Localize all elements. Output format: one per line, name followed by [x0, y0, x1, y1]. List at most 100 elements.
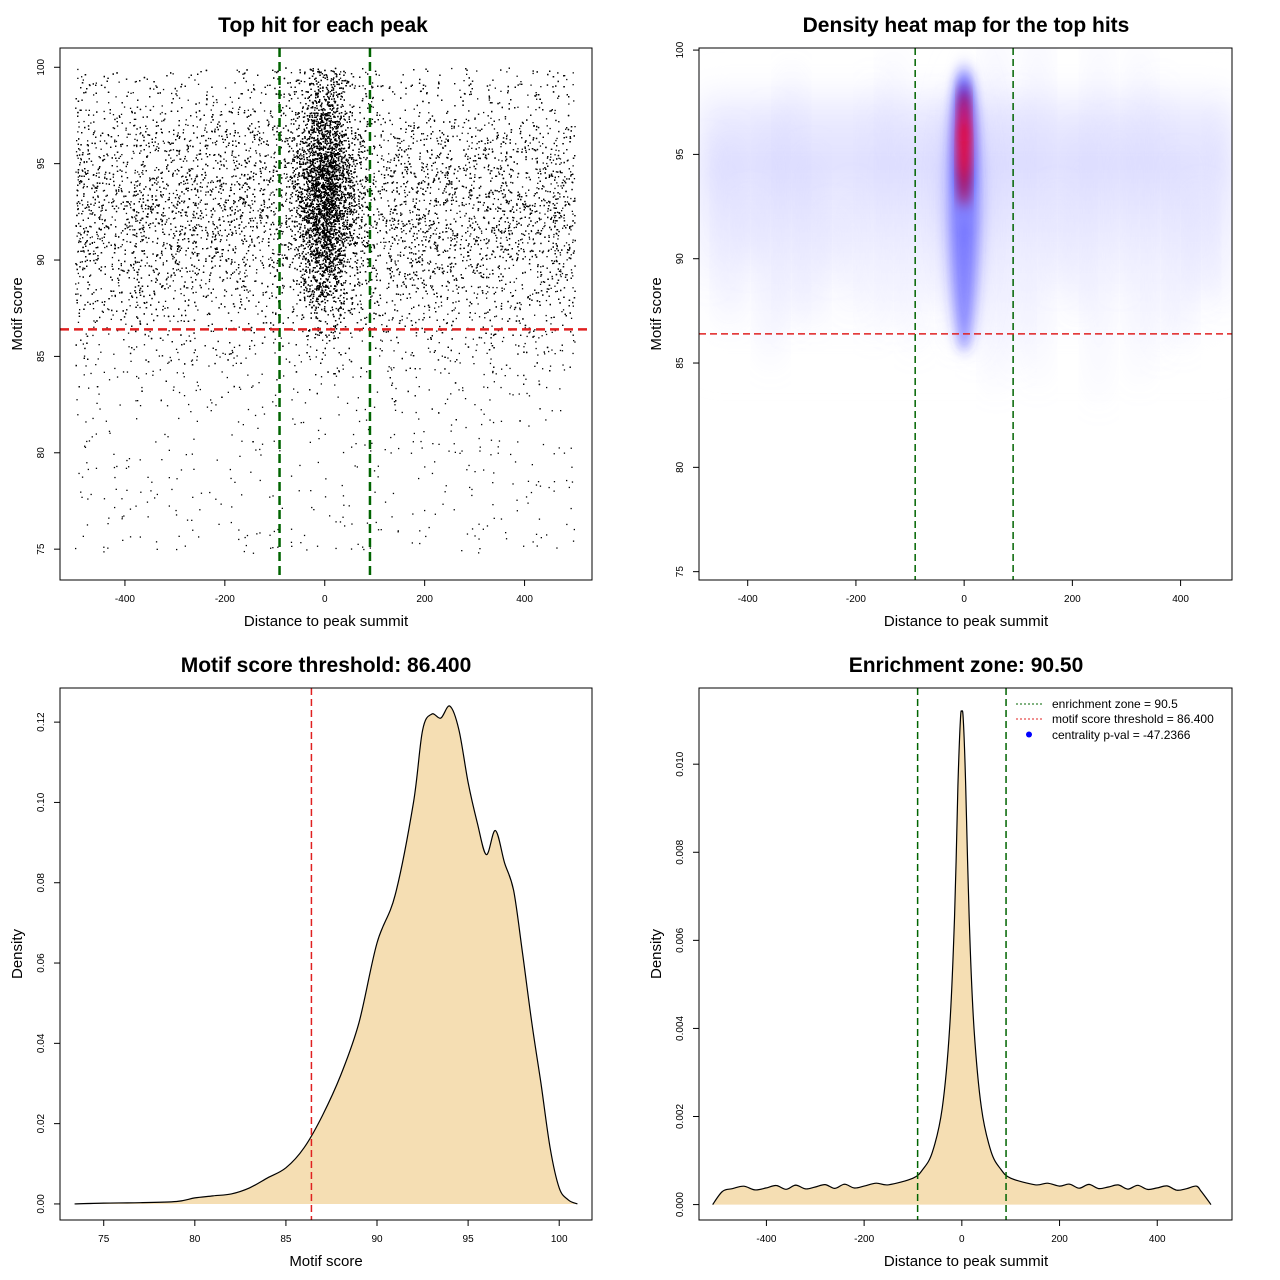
scatter-point [401, 213, 403, 215]
scatter-point [176, 90, 178, 92]
scatter-point [244, 110, 246, 112]
scatter-point [270, 257, 272, 259]
scatter-point [77, 176, 79, 178]
scatter-point [436, 137, 438, 140]
scatter-point [401, 171, 404, 174]
scatter-point [245, 269, 247, 271]
scatter-point [192, 286, 194, 288]
scatter-point [465, 170, 467, 172]
scatter-point [211, 180, 213, 182]
scatter-point [246, 275, 248, 277]
scatter-point [397, 260, 399, 262]
scatter-point [115, 233, 117, 235]
scatter-point [449, 193, 451, 195]
scatter-point [156, 268, 158, 271]
scatter-point [557, 198, 559, 200]
scatter-point [486, 137, 488, 139]
scatter-point [87, 150, 89, 152]
scatter-point [342, 162, 344, 164]
scatter-point [509, 191, 511, 193]
scatter-point [568, 233, 570, 235]
scatter-point [425, 246, 427, 248]
scatter-point [196, 183, 198, 185]
scatter-point [207, 247, 209, 249]
scatter-point [570, 229, 572, 231]
scatter-point [301, 155, 303, 157]
scatter-point [233, 305, 236, 308]
scatter-point [521, 288, 524, 290]
scatter-point [390, 436, 392, 439]
scatter-point [469, 93, 471, 96]
scatter-point [161, 131, 163, 133]
scatter-point [544, 200, 546, 202]
scatter-point [352, 238, 354, 240]
scatter-point [228, 195, 231, 197]
scatter-point [205, 214, 208, 216]
scatter-point [239, 224, 241, 226]
scatter-point [370, 271, 373, 273]
scatter-point [498, 229, 500, 232]
scatter-point [394, 170, 397, 172]
scatter-point [314, 109, 316, 111]
scatter-point [377, 301, 379, 303]
scatter-point [83, 251, 85, 253]
scatter-point [206, 91, 208, 93]
scatter-point [222, 210, 224, 212]
scatter-point [504, 268, 506, 270]
scatter-point [425, 224, 427, 226]
scatter-point [200, 182, 202, 184]
scatter-point [231, 101, 233, 103]
scatter-point [210, 109, 212, 111]
scatter-point [501, 279, 503, 281]
scatter-point [257, 130, 259, 133]
scatter-point [418, 318, 420, 321]
scatter-point [497, 206, 499, 208]
scatter-point [317, 306, 319, 309]
scatter-point [384, 245, 386, 247]
scatter-point [414, 284, 416, 286]
scatter-point [398, 239, 400, 241]
scatter-point [454, 307, 456, 309]
scatter-point [431, 224, 433, 226]
scatter-point [565, 128, 567, 130]
scatter-point [421, 181, 423, 183]
scatter-point [310, 247, 312, 249]
scatter-point [420, 218, 422, 220]
scatter-point [455, 301, 457, 303]
scatter-point [350, 258, 352, 260]
scatter-point [254, 165, 257, 167]
scatter-point [183, 202, 185, 204]
scatter-point [161, 219, 164, 221]
scatter-point [322, 273, 324, 275]
scatter-point [145, 105, 147, 108]
scatter-point [402, 281, 405, 283]
scatter-point [415, 376, 417, 379]
scatter-point [169, 356, 171, 359]
scatter-point [108, 309, 110, 311]
scatter-point [505, 183, 507, 185]
scatter-point [159, 113, 162, 115]
scatter-point [180, 320, 182, 322]
scatter-point [442, 146, 444, 149]
scatter-point [559, 171, 562, 174]
scatter-point [440, 372, 442, 374]
scatter-point [508, 225, 510, 227]
scatter-point [538, 380, 540, 382]
scatter-point [555, 171, 558, 173]
scatter-point [91, 242, 93, 244]
scatter-point [380, 339, 382, 341]
scatter-point [120, 189, 123, 192]
scatter-point [450, 237, 452, 239]
scatter-point [182, 129, 185, 131]
scatter-point [449, 181, 451, 183]
scatter-point [141, 240, 143, 242]
scatter-point [175, 253, 177, 255]
scatter-point [270, 177, 272, 179]
scatter-point [107, 308, 109, 310]
scatter-point [427, 168, 429, 171]
scatter-point [273, 134, 275, 136]
scatter-point [150, 206, 152, 208]
scatter-point [207, 182, 209, 184]
scatter-point [417, 288, 419, 290]
scatter-point [420, 187, 422, 189]
